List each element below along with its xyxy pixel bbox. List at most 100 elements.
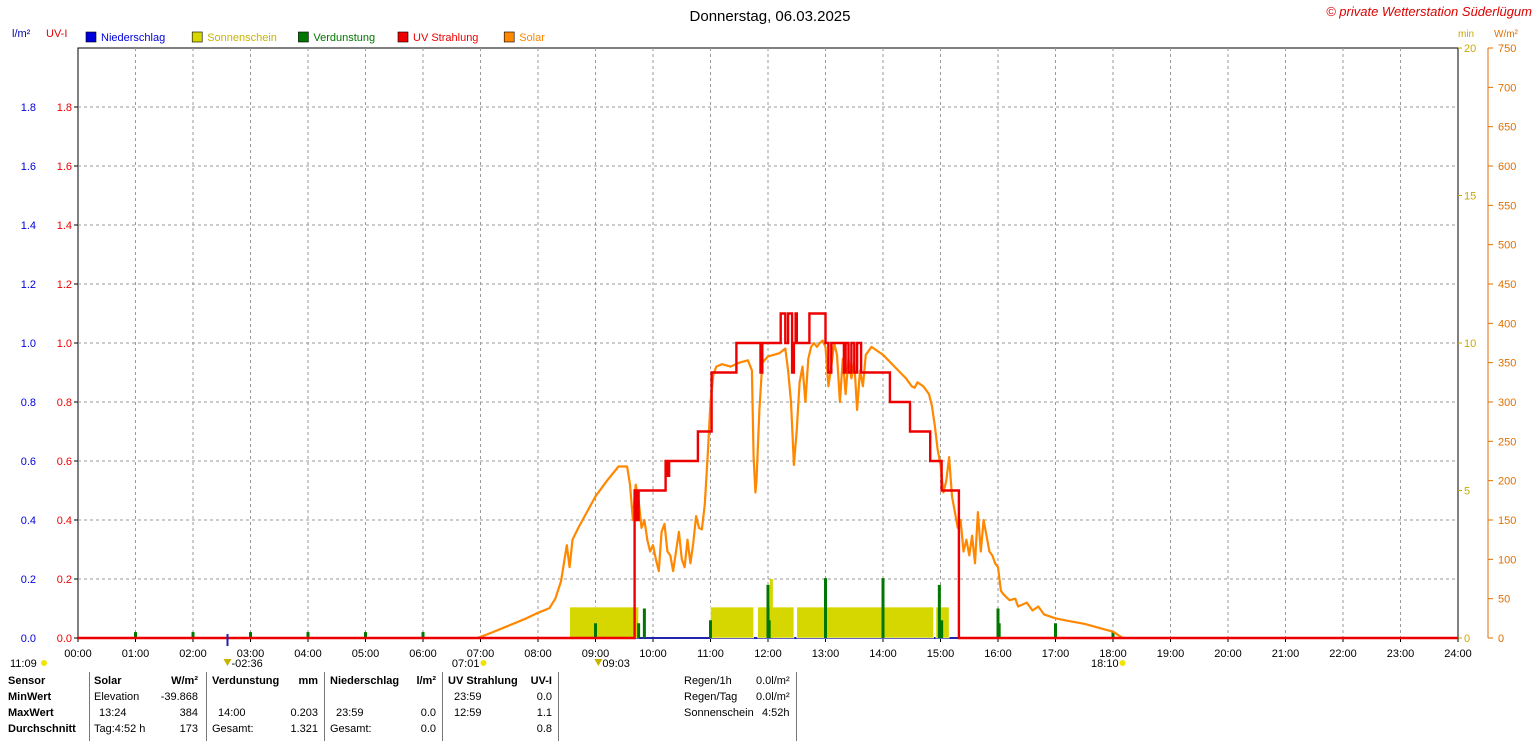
evaporation-bar	[594, 623, 597, 638]
y-tick-solar: 200	[1498, 476, 1516, 488]
x-axis: 00:00 01:00 02:00 03:00 04:00 05:00 06:00 07:00…	[64, 637, 1472, 660]
sunshine-block	[796, 606, 934, 639]
sunshine-block	[710, 606, 754, 639]
y-tick-min: 15	[1464, 191, 1476, 203]
x-tick-label: 08:00	[524, 648, 552, 660]
y-tick-rain: 0.4	[21, 515, 36, 527]
x-tick-label: 00:00	[64, 648, 92, 660]
evaporation-bar	[881, 578, 885, 638]
y-tick-rain: 1.8	[21, 102, 36, 114]
y-tick-uv: 1.6	[57, 161, 72, 173]
legend: Niederschlag Sonnenschein Verdunstung UV St…	[85, 31, 545, 44]
x-tick-label: 12:00	[754, 648, 782, 660]
stat-divider	[442, 672, 443, 741]
x-tick-label: 03:00	[237, 648, 265, 660]
evaporation-series	[134, 578, 1115, 638]
stat-header-sensor: Sensor	[8, 675, 46, 687]
sunrise-label: 07:01	[452, 658, 480, 670]
moonrise-label: 11:09	[10, 658, 37, 670]
y-tick-solar: 500	[1498, 240, 1516, 252]
y-tick-solar: 300	[1498, 397, 1516, 409]
x-tick-label: 24:00	[1444, 648, 1472, 660]
evaporation-bar	[249, 632, 252, 638]
stat-divider	[89, 672, 90, 741]
evaporation-bar	[766, 584, 770, 638]
y-tick-solar: 450	[1498, 279, 1516, 291]
stat-regen-tag-label: Regen/Tag	[684, 691, 738, 703]
stat-uv-min: 0.0	[536, 691, 552, 703]
y-tick-solar: 0	[1498, 633, 1504, 645]
y-tick-solar: 550	[1498, 200, 1516, 212]
stat-uv-header: UV Strahlung	[448, 675, 518, 687]
stat-solar-max: 384	[179, 707, 198, 719]
stat-rain-total-label: Gesamt:	[330, 723, 372, 735]
y-tick-uv: 0.8	[57, 397, 72, 409]
legend-label: Solar	[519, 32, 545, 44]
evaporation-bar	[1054, 623, 1057, 638]
y-tick-rain: 0.8	[21, 397, 36, 409]
sunshine-block	[569, 606, 639, 639]
uv-line	[78, 312, 1458, 640]
stat-verd-total: 1.321	[290, 723, 318, 735]
stat-uv-avg: 0.8	[536, 723, 552, 735]
x-tick-label: 10:00	[639, 648, 667, 660]
sunset-label: 18:10	[1091, 658, 1119, 670]
stat-solar-day: Tag:4:52 h	[94, 723, 146, 735]
stat-solar-header: Solar	[94, 675, 122, 687]
stat-label-min: MinWert	[8, 691, 52, 703]
y-axis-right: 0510152005010015020025030035040045050055…	[1458, 43, 1516, 645]
legend-swatch	[397, 31, 409, 43]
stat-regen-1h-label: Regen/1h	[684, 675, 732, 687]
right-unit-solar: W/m²	[1494, 29, 1519, 40]
y-tick-solar: 750	[1498, 43, 1516, 55]
stat-label-avg: Durchschnitt	[8, 723, 76, 735]
sunshine-spike	[769, 579, 773, 638]
y-tick-rain: 1.2	[21, 279, 36, 291]
y-tick-solar: 150	[1498, 515, 1516, 527]
y-tick-uv: 0.0	[57, 633, 72, 645]
y-tick-min: 0	[1464, 633, 1470, 645]
x-tick-label: 14:00	[869, 648, 897, 660]
legend-swatch	[503, 31, 515, 43]
stat-divider	[324, 672, 325, 741]
evaporation-bar	[824, 578, 827, 638]
y-tick-rain: 0.2	[21, 574, 36, 586]
y-tick-uv: 1.0	[57, 338, 72, 350]
evaporation-bar	[937, 584, 941, 638]
x-tick-label: 23:00	[1387, 648, 1415, 660]
evaporation-bar	[364, 632, 367, 638]
y-tick-solar: 350	[1498, 358, 1516, 370]
sunshine-series	[569, 579, 950, 639]
x-tick-label: 18:00	[1099, 648, 1127, 660]
evaporation-bar	[306, 632, 310, 638]
y-tick-rain: 1.0	[21, 338, 36, 350]
y-tick-rain: 0.0	[21, 633, 36, 645]
evaporation-bar	[134, 632, 137, 638]
stat-sunshine: 4:52h	[762, 707, 790, 719]
stat-divider	[206, 672, 207, 741]
y-tick-uv: 1.8	[57, 102, 72, 114]
x-tick-label: 22:00	[1329, 648, 1357, 660]
sunshine-block	[757, 606, 795, 639]
y-axis-left: 0.0 0.0 0.2 0.2 0.4 0.4 0.6 0.6 0.8 0.8 1.0 1.0 1.2 1…	[21, 102, 78, 645]
y-tick-rain: 1.6	[21, 161, 36, 173]
x-tick-label: 21:00	[1272, 648, 1300, 660]
stat-rain-header: Niederschlag	[330, 675, 400, 687]
stat-uv-max: 1.1	[536, 707, 552, 719]
y-tick-rain: 0.6	[21, 456, 36, 468]
stat-uv-max-time: 12:59	[454, 707, 482, 719]
y-tick-uv: 0.4	[57, 515, 72, 527]
sunshine-start-label: 09:03	[602, 658, 630, 670]
y-tick-solar: 100	[1498, 554, 1516, 566]
y-tick-solar: 400	[1498, 318, 1516, 330]
right-unit-min: min	[1458, 29, 1474, 40]
x-tick-label: 02:00	[179, 648, 207, 660]
x-tick-label: 15:00	[927, 648, 955, 660]
y-tick-solar: 700	[1498, 82, 1516, 94]
uv-series	[78, 312, 1458, 640]
x-tick-label: 11:00	[697, 648, 724, 660]
stat-rain-unit: l/m²	[416, 675, 436, 687]
evaporation-bar	[642, 608, 646, 638]
y-tick-uv: 0.6	[57, 456, 72, 468]
y-tick-solar: 650	[1498, 122, 1516, 134]
